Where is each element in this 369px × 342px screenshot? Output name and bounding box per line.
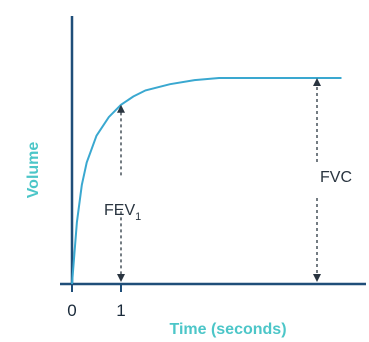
volume-curve [71, 77, 342, 285]
x-tick-label-1: 1 [116, 301, 125, 320]
fev1-label-main: FEV [104, 202, 135, 219]
fvc-label: FVC [320, 169, 352, 186]
fev1-label: FEV1 [104, 202, 141, 223]
fev1-label-subscript: 1 [135, 211, 141, 223]
x-axis-label: Time (seconds) [169, 321, 286, 338]
y-axis-label: Volume [25, 142, 42, 199]
x-tick-label-0: 0 [67, 301, 76, 320]
